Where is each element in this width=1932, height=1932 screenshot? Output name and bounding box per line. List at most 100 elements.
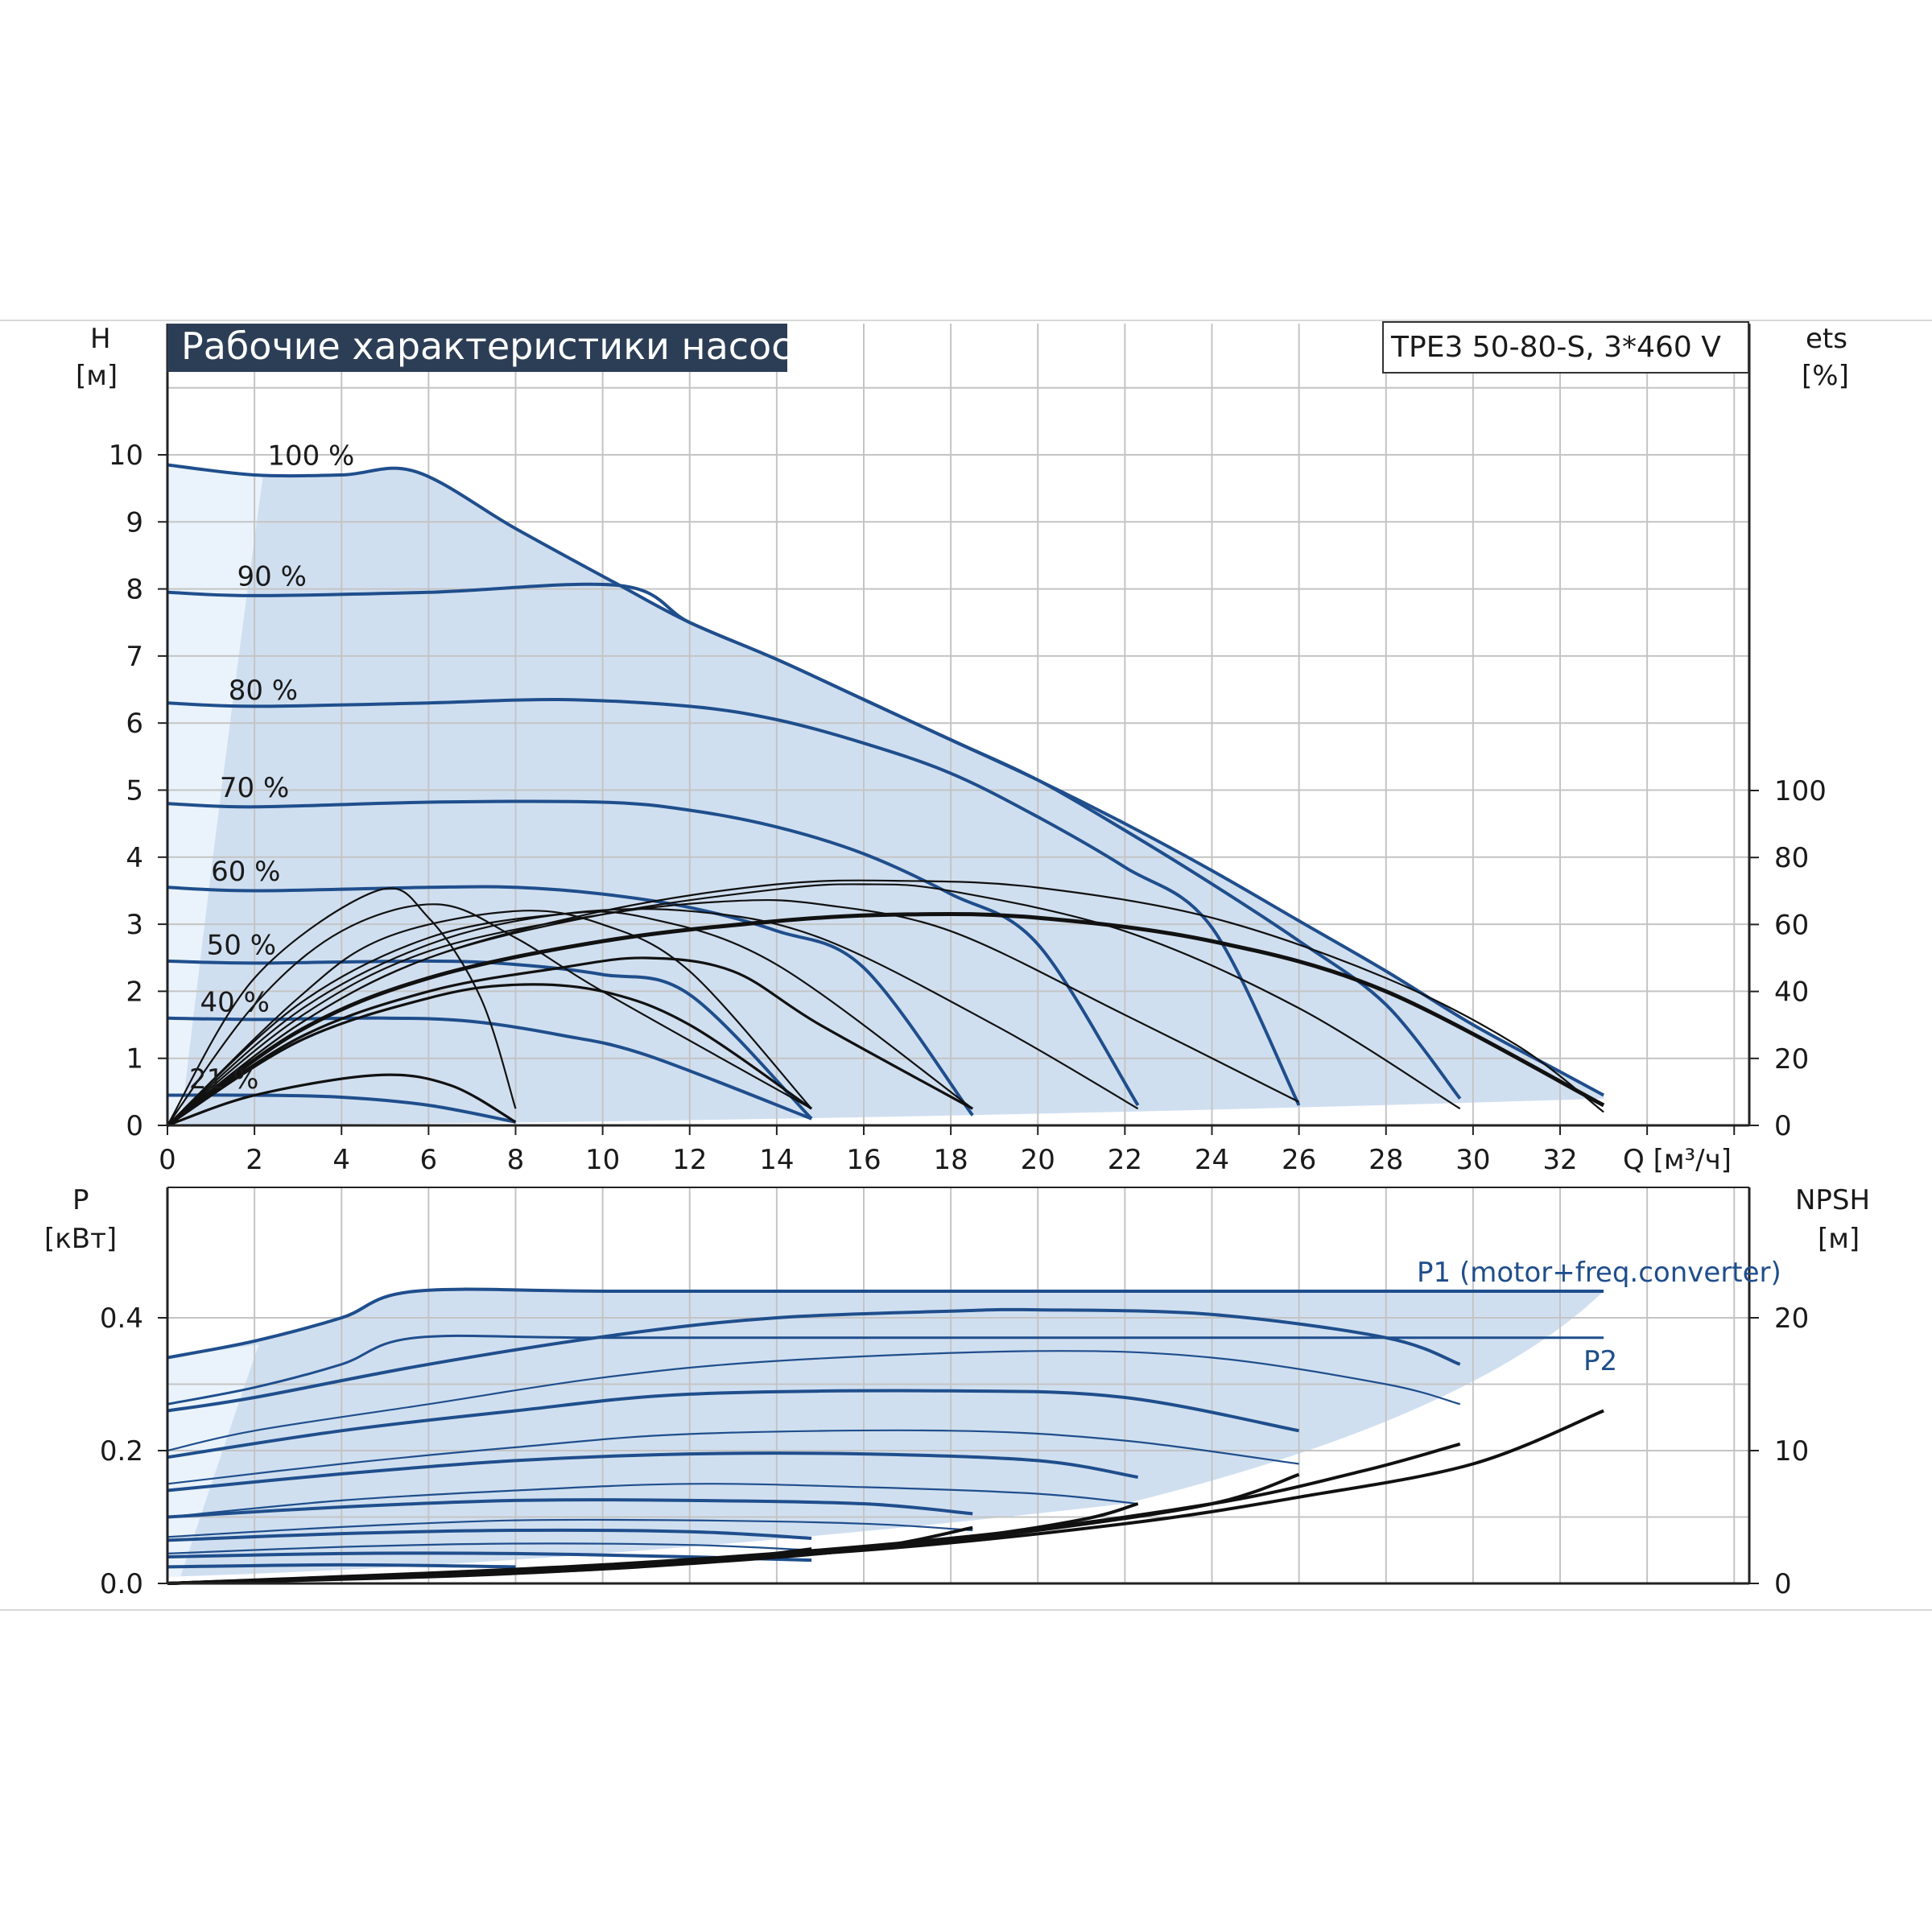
x-tick-label: 20	[1021, 1144, 1055, 1176]
x-tick-label: 28	[1368, 1144, 1403, 1176]
speed-label: 50 %	[207, 930, 276, 962]
efficiency-eta_90	[167, 883, 1461, 1126]
head-curve-max	[167, 463, 1605, 1097]
power-P2_50	[167, 1542, 812, 1554]
efficiency-eta_small_50	[167, 956, 973, 1127]
model-label: TPE3 50-80-S, 3*460 V	[1390, 331, 1721, 364]
y-tick-label: 1	[126, 1043, 143, 1075]
x-tick-label: 22	[1108, 1144, 1142, 1176]
power-P1_80	[167, 1389, 1299, 1459]
efficiency-eta_60	[167, 910, 973, 1126]
x-tick-label: 6	[420, 1144, 438, 1176]
y2-tick-label: 40	[1774, 976, 1809, 1009]
x-tick-label: 4	[332, 1144, 350, 1176]
p2-label: P2	[1583, 1345, 1617, 1377]
y-tick-label: 7	[126, 641, 143, 673]
x-tick-label: 26	[1282, 1144, 1316, 1176]
low-flow-area-fill	[167, 464, 263, 1125]
head-curve-70	[167, 799, 1140, 1107]
p-tick-label: 0.4	[100, 1302, 143, 1335]
p-tick-label: 0.0	[100, 1568, 143, 1600]
power-P1_21	[167, 1563, 516, 1569]
power-P1_70	[167, 1451, 1138, 1492]
power-P2_90	[167, 1350, 1460, 1452]
power-P2_60	[167, 1518, 973, 1538]
model-box	[1382, 321, 1749, 374]
p-axis-unit: [кВт]	[44, 1223, 117, 1255]
npsh-tick-label: 20	[1774, 1302, 1809, 1335]
x-tick-label: 12	[672, 1144, 707, 1176]
power-P2_80	[167, 1429, 1299, 1485]
x-tick-label: 8	[507, 1144, 525, 1176]
y-tick-label: 5	[126, 775, 143, 807]
x-tick-label: 18	[933, 1144, 968, 1176]
head-curve-50	[167, 959, 813, 1121]
power-P2_70	[167, 1483, 1138, 1518]
head-curve-80	[167, 697, 1301, 1106]
y-tick-label: 6	[126, 708, 143, 740]
y-tick-label: 2	[126, 976, 143, 1008]
speed-label: 21 %	[189, 1063, 258, 1096]
x-tick-label: 30	[1455, 1144, 1490, 1176]
x-tick-label: 2	[246, 1144, 263, 1176]
efficiency-eta_small_21	[167, 1073, 517, 1127]
npsh-axis-unit: [м]	[1818, 1223, 1860, 1255]
speed-label: 80 %	[229, 675, 298, 707]
speed-label: 60 %	[211, 856, 280, 888]
h-axis-unit: [м]	[76, 360, 118, 392]
y2-tick-label: 20	[1774, 1043, 1809, 1075]
top-curves: 100 % 90 % 80 % 70 % 60 % 50 % 40 % 21 %	[166, 440, 1605, 1128]
y-tick-label: 8	[126, 574, 143, 606]
power-P1_90	[167, 1307, 1461, 1413]
y-tick-label: 3	[126, 909, 143, 941]
operating-area-fill	[167, 464, 1604, 1125]
chart-title: Рабочие характеристики насоса	[181, 324, 815, 368]
title-box	[167, 324, 787, 372]
bottom-axes: 0.0 0.2 0.4 0 10 20	[100, 1187, 1809, 1600]
x-tick-label: 16	[846, 1144, 881, 1176]
power-P1_60	[167, 1498, 973, 1519]
p-axis-label: P	[72, 1184, 89, 1216]
speed-label: 90 %	[237, 560, 307, 592]
y-tick-label: 4	[126, 842, 143, 874]
npsh-axis-label: NPSH	[1795, 1184, 1870, 1216]
npsh-tick-label: 10	[1774, 1435, 1809, 1468]
efficiency-eta_40	[167, 903, 812, 1126]
x-tick-label: 0	[159, 1144, 176, 1176]
y2-tick-label: 80	[1774, 842, 1809, 874]
power-low-flow-fill	[167, 1344, 259, 1577]
eta-axis-unit: [%]	[1802, 360, 1849, 392]
p1-max-curve	[167, 1287, 1604, 1360]
head-curve-21	[167, 1093, 516, 1124]
efficiency-eta_70	[167, 908, 1139, 1126]
p-tick-label: 0.2	[100, 1435, 143, 1468]
head-curve-60	[167, 885, 974, 1117]
power-P1_50	[167, 1528, 812, 1542]
y2-tick-label: 100	[1774, 775, 1827, 807]
p1-label: P1 (motor+freq.converter)	[1417, 1257, 1781, 1289]
efficiency-eta_50	[167, 910, 812, 1126]
y-tick-label: 10	[109, 440, 143, 472]
y2-tick-label: 0	[1774, 1110, 1792, 1142]
speed-label: 100 %	[267, 440, 354, 472]
speed-label: 40 %	[200, 986, 270, 1018]
efficiency-eta_21	[167, 887, 517, 1126]
eta-axis-label: ets	[1806, 323, 1847, 355]
y-tick-label: 9	[126, 506, 143, 539]
q-axis-label: Q [м³/ч]	[1623, 1144, 1732, 1176]
efficiency-eta_max	[166, 911, 1605, 1128]
y-tick-label: 0	[126, 1110, 143, 1142]
operating-area	[167, 464, 1604, 1125]
head-curve-40	[167, 1016, 812, 1121]
x-tick-label: 24	[1195, 1144, 1229, 1176]
x-tick-label: 14	[759, 1144, 794, 1176]
bottom-curves	[167, 1287, 1604, 1585]
x-tick-label: 32	[1542, 1144, 1577, 1176]
speed-label: 70 %	[220, 772, 289, 804]
y2-tick-label: 60	[1774, 909, 1809, 941]
npsh-NPSH_50	[167, 1547, 812, 1585]
npsh-tick-label: 0	[1774, 1568, 1792, 1600]
efficiency-eta_80	[167, 898, 1300, 1126]
